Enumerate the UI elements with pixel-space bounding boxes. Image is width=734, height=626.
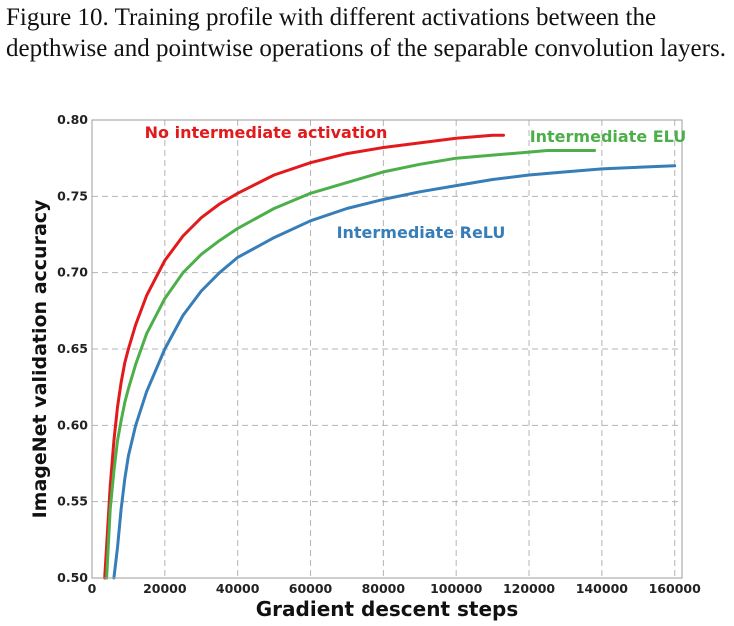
grid — [91, 119, 682, 579]
x-tick-label: 0 — [88, 581, 97, 596]
x-tick-label: 100000 — [430, 581, 482, 596]
x-tick-label: 160000 — [649, 581, 701, 596]
y-tick-label: 0.65 — [57, 341, 88, 356]
x-tick-label: 140000 — [576, 581, 628, 596]
series-label-3: Intermediate ReLU — [337, 223, 506, 242]
y-axis-label: ImageNet validation accuracy — [29, 199, 51, 518]
axis-ticks: 0.50 0.55 0.60 0.65 0.70 0.75 0.80 0 20000 40000 6… — [57, 112, 701, 596]
y-tick-label: 0.80 — [57, 112, 88, 127]
series-line-1 — [103, 133, 505, 580]
series-label-1: No intermediate activation — [145, 123, 388, 142]
y-tick-label: 0.70 — [57, 265, 88, 280]
plot-frame — [91, 119, 683, 579]
series-lines — [103, 133, 677, 580]
x-tick-label: 40000 — [216, 581, 260, 596]
x-tick-label: 20000 — [143, 581, 187, 596]
y-tick-label: 0.55 — [57, 494, 88, 509]
x-tick-label: 120000 — [503, 581, 555, 596]
series-line-3 — [112, 164, 677, 580]
x-tick-label: 80000 — [362, 581, 406, 596]
x-tick-label: 60000 — [289, 581, 333, 596]
y-tick-label: 0.75 — [57, 188, 88, 203]
y-tick-label: 0.50 — [57, 570, 88, 585]
y-tick-label: 0.60 — [57, 417, 88, 432]
figure-caption: Figure 10. Training profile with differe… — [6, 4, 726, 62]
x-axis-label: Gradient descent steps — [256, 597, 519, 621]
series-line-2 — [105, 149, 597, 580]
series-label-2: Intermediate ELU — [530, 127, 687, 146]
series-labels: No intermediate activation Intermediate E… — [145, 123, 687, 242]
